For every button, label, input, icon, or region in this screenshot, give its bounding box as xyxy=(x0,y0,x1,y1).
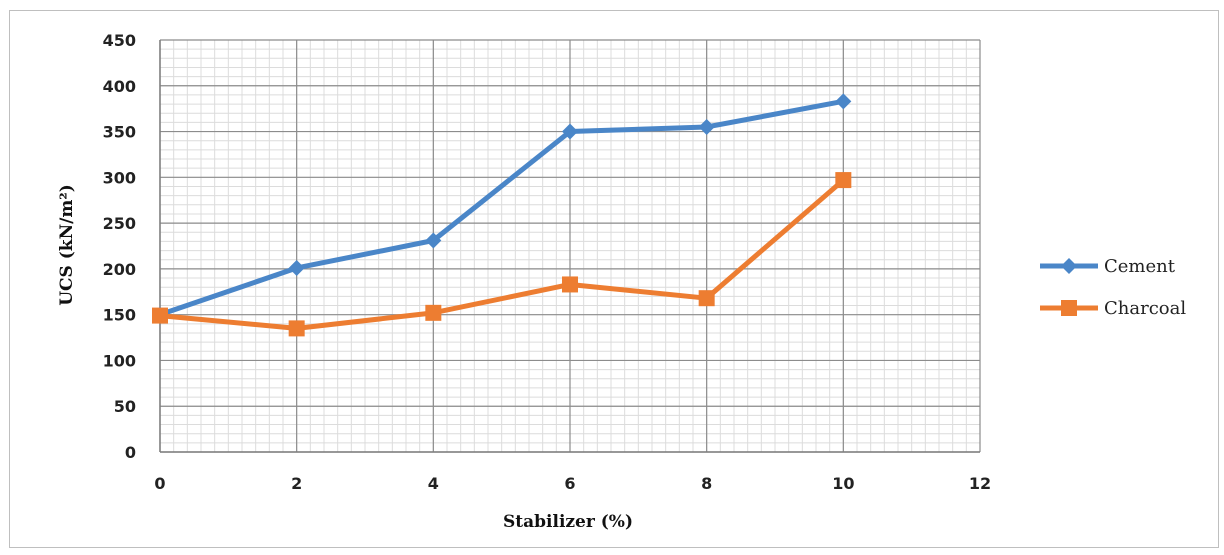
data-point-cement xyxy=(288,259,305,276)
y-tick-label: 400 xyxy=(103,77,136,96)
y-tick-label: 0 xyxy=(125,443,136,462)
y-axis-title: UCS (kN/m²) xyxy=(57,184,77,306)
x-tick-label: 2 xyxy=(291,474,302,493)
data-point-charcoal xyxy=(288,320,305,337)
legend-label: Charcoal xyxy=(1104,298,1186,319)
y-tick-label: 250 xyxy=(103,214,136,233)
y-tick-label: 100 xyxy=(103,351,136,370)
x-axis-title: Stabilizer (%) xyxy=(503,512,633,532)
legend-marker xyxy=(1061,258,1077,274)
legend-item-cement: Cement xyxy=(1040,256,1176,277)
x-tick-label: 8 xyxy=(701,474,712,493)
x-tick-label: 12 xyxy=(969,474,991,493)
legend: Cement Charcoal xyxy=(1040,256,1186,319)
series-line-charcoal xyxy=(159,178,845,331)
data-point-charcoal xyxy=(562,276,578,293)
y-tick-label: 150 xyxy=(103,306,136,325)
x-tick-label: 4 xyxy=(428,474,439,493)
y-tick-label: 350 xyxy=(103,123,136,142)
data-point-charcoal xyxy=(698,290,715,307)
series-layer xyxy=(152,93,852,337)
series-line-cement xyxy=(159,98,844,318)
legend-item-charcoal: Charcoal xyxy=(1040,298,1186,319)
y-tick-label: 200 xyxy=(103,260,136,279)
data-point-cement xyxy=(835,93,852,110)
x-tick-labels: 0 2 4 6 8 10 12 xyxy=(154,474,991,493)
y-tick-label: 450 xyxy=(103,31,136,50)
data-point-cement xyxy=(562,123,578,140)
y-tick-label: 50 xyxy=(114,397,136,416)
legend-label: Cement xyxy=(1104,256,1176,277)
data-point-charcoal xyxy=(835,172,852,189)
x-tick-label: 0 xyxy=(154,474,165,493)
x-tick-label: 6 xyxy=(564,474,575,493)
series-charcoal xyxy=(152,172,852,337)
data-point-cement xyxy=(425,232,442,249)
y-tick-label: 300 xyxy=(103,168,136,187)
x-tick-label: 10 xyxy=(832,474,854,493)
legend-marker xyxy=(1061,300,1077,316)
chart-frame xyxy=(9,10,1219,548)
data-point-cement xyxy=(698,118,715,135)
data-point-charcoal xyxy=(425,304,442,321)
y-tick-labels: 0 50 100 150 200 250 300 350 400 450 xyxy=(103,31,136,462)
data-point-charcoal xyxy=(152,307,168,324)
axes xyxy=(159,40,980,453)
